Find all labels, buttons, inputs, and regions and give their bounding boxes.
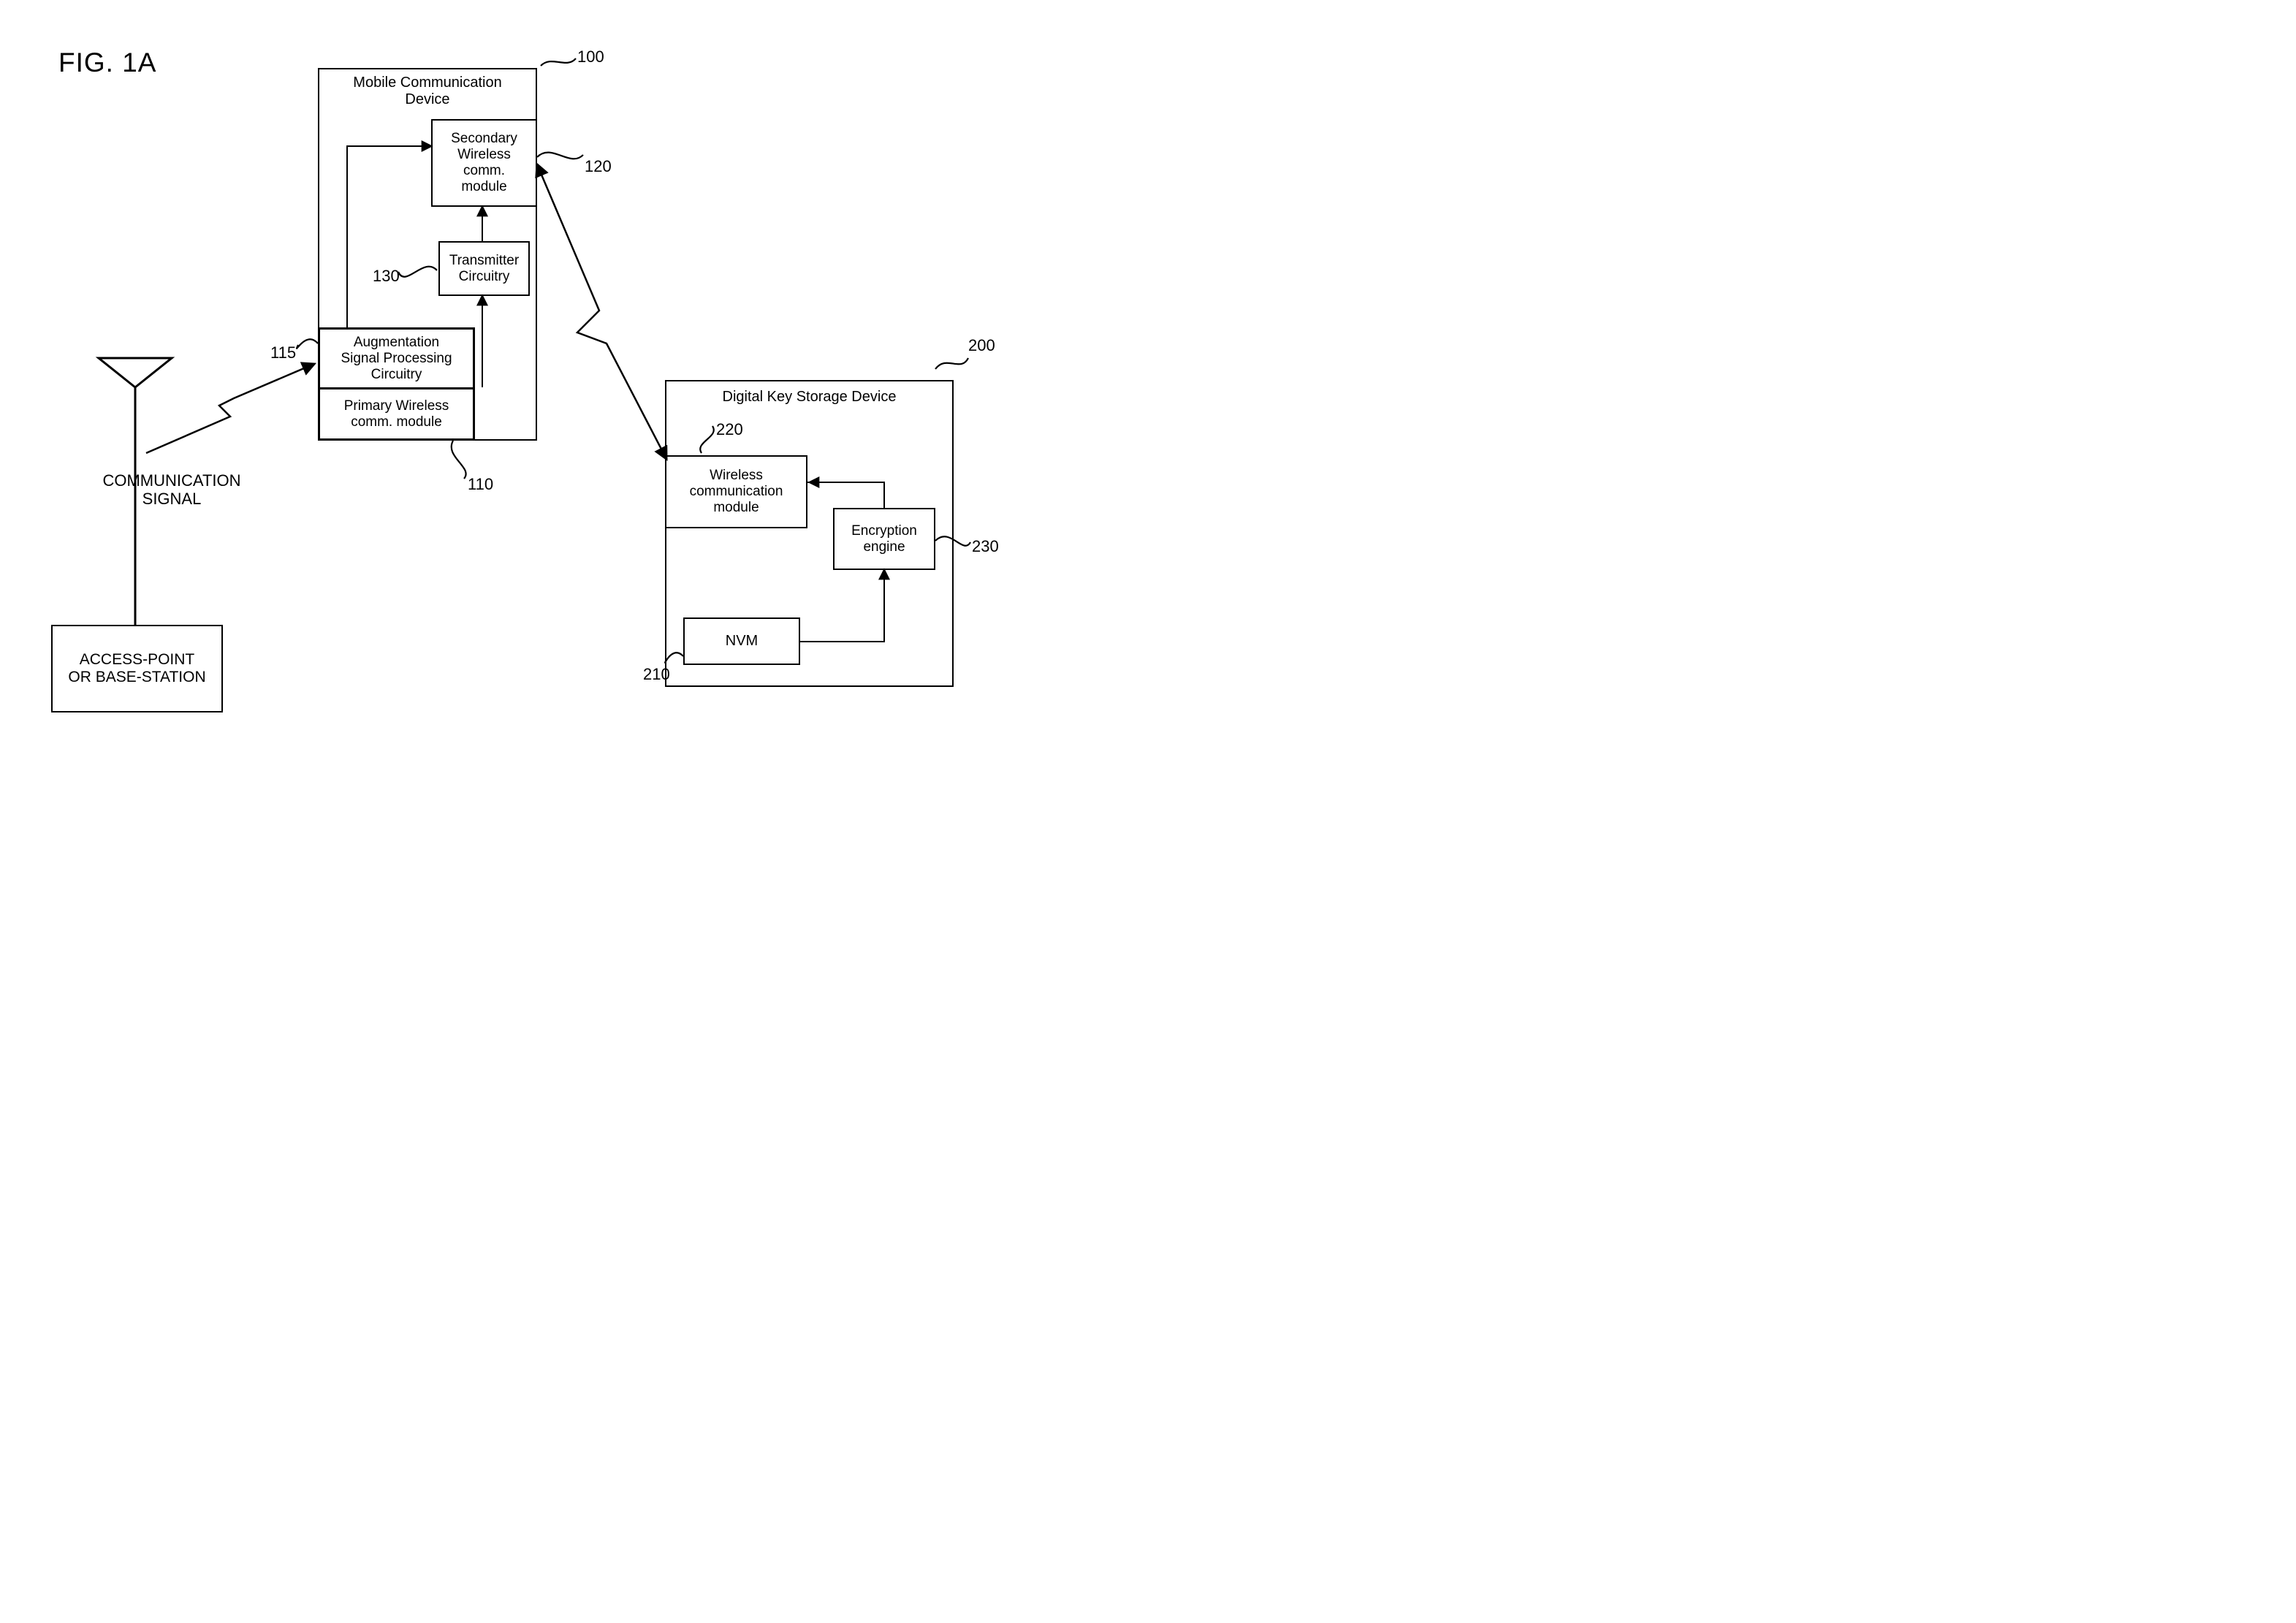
access-point-label: ACCESS-POINT OR BASE-STATION (68, 651, 205, 686)
ref-120: 120 (585, 157, 612, 175)
primary-wireless-text: Primary Wireless comm. module (344, 398, 449, 430)
augmentation-block: Augmentation Signal Processing Circuitry (318, 327, 475, 389)
ref-100: 100 (577, 47, 604, 66)
transmitter-block: Transmitter Circuitry (438, 241, 530, 296)
primary-wireless-block: Primary Wireless comm. module (318, 387, 475, 441)
wireless-comm-text: Wireless communication module (690, 468, 783, 516)
augmentation-text: Augmentation Signal Processing Circuitry (341, 335, 452, 383)
diagram-canvas: FIG. 1A ACCESS-POINT OR BASE-STATION COM… (0, 0, 1082, 764)
figure-title: FIG. 1A (58, 47, 156, 79)
ref-115: 115 (270, 343, 296, 362)
encryption-block: Encryption engine (833, 508, 935, 570)
transmitter-text: Transmitter Circuitry (449, 253, 519, 285)
ref-230: 230 (972, 537, 999, 555)
secondary-wireless-block: Secondary Wireless comm. module (431, 119, 537, 207)
ref-220: 220 (716, 420, 743, 438)
storage-device-title: Digital Key Storage Device (680, 389, 939, 406)
wireless-comm-block: Wireless communication module (665, 455, 807, 528)
mobile-device-title: Mobile Communication Device (332, 75, 522, 108)
nvm-block: NVM (683, 617, 800, 665)
ref-200: 200 (968, 336, 995, 354)
access-point-box: ACCESS-POINT OR BASE-STATION (51, 625, 223, 712)
ref-110: 110 (468, 475, 493, 493)
ref-210: 210 (643, 665, 670, 683)
encryption-text: Encryption engine (851, 523, 917, 555)
ref-130: 130 (373, 267, 400, 285)
secondary-wireless-text: Secondary Wireless comm. module (451, 131, 517, 195)
nvm-text: NVM (726, 633, 758, 650)
comm-signal-label: COMMUNICATION SIGNAL (77, 471, 267, 509)
